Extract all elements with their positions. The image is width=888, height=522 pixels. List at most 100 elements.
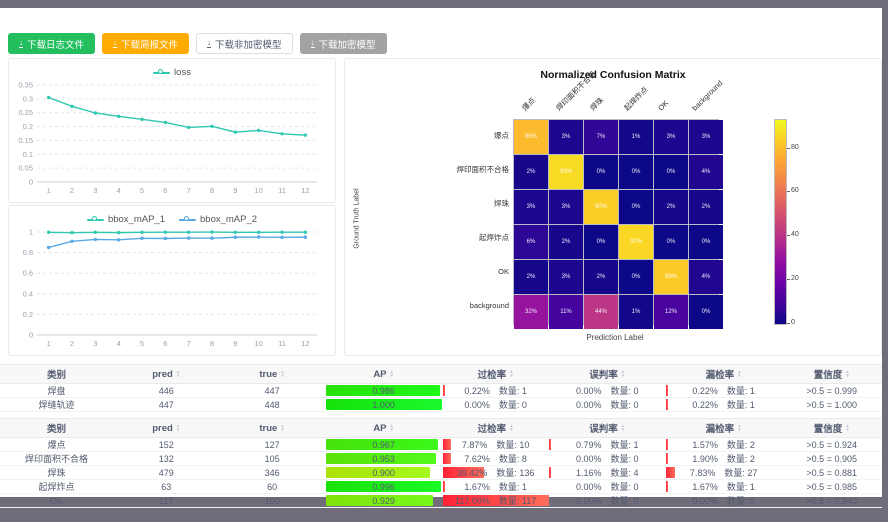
- sort-icon[interactable]: ▲ ▼: [845, 369, 850, 378]
- svg-text:9: 9: [233, 186, 237, 195]
- table-row: 焊盘 446 447 0.986 0.22% 数量: 1 0.00% 数量: 0 0.22% 数量…: [0, 383, 882, 398]
- matrix-cell: 0%: [654, 155, 688, 189]
- column-header-true[interactable]: true ▲ ▼: [219, 364, 325, 384]
- sort-icon[interactable]: ▲ ▼: [280, 423, 285, 432]
- legend-label: bbox_mAP_1: [107, 214, 165, 225]
- sort-icon[interactable]: ▲ ▼: [509, 369, 514, 378]
- pred-count-cell: 132: [112, 451, 220, 466]
- column-header-过检率[interactable]: 过检率 ▲ ▼: [442, 364, 549, 384]
- miss-rate-cell: 1.90% 数量: 2: [665, 451, 782, 466]
- column-header-误判率[interactable]: 误判率 ▲ ▼: [548, 418, 666, 438]
- legend-item-loss[interactable]: loss: [153, 66, 191, 79]
- matrix-cell: 90%: [584, 190, 618, 224]
- download-icon: ↓: [113, 37, 118, 49]
- svg-text:6: 6: [163, 186, 167, 195]
- rate-count: 数量: 1: [498, 386, 527, 396]
- column-header-true[interactable]: true ▲ ▼: [219, 418, 325, 438]
- column-header-label: 类别: [46, 370, 66, 381]
- matrix-cell: 0%: [584, 225, 618, 259]
- rate-percent: 39.42%: [456, 467, 488, 478]
- rate-count: 数量: 0: [610, 400, 639, 410]
- column-header-置信度[interactable]: 置信度 ▲ ▼: [781, 418, 882, 438]
- download-encrypted-model-button[interactable]: ↓ 下载加密模型: [299, 33, 387, 54]
- rate-bar: [442, 439, 452, 450]
- colorbar: [774, 119, 787, 325]
- overdetect-rate-cell: 7.62% 数量: 8: [442, 451, 549, 466]
- rate-percent: 0.00%: [575, 453, 602, 464]
- sort-icon[interactable]: ▲ ▼: [620, 369, 626, 378]
- column-header-误判率[interactable]: 误判率 ▲ ▼: [548, 364, 666, 384]
- column-header-过检率[interactable]: 过检率 ▲ ▼: [442, 418, 549, 438]
- legend-label: bbox_mAP_2: [200, 214, 258, 225]
- legend-item-bbox-map-1[interactable]: bbox_mAP_1: [86, 213, 165, 226]
- column-header-置信度[interactable]: 置信度 ▲ ▼: [781, 364, 882, 384]
- svg-text:0.8: 0.8: [23, 248, 33, 257]
- sort-icon[interactable]: ▲ ▼: [175, 369, 181, 378]
- confidence-cell: >0.5 = 0.940: [781, 493, 882, 508]
- column-header-label: pred: [152, 368, 173, 380]
- misjudge-rate-cell: 0.00% 数量: 0: [548, 383, 666, 398]
- column-header-pred[interactable]: pred ▲ ▼: [112, 418, 220, 438]
- sort-icon[interactable]: ▲ ▼: [175, 423, 181, 432]
- rate-count: 数量: 1: [726, 386, 755, 396]
- overdetect-rate-cell: 117.00% 数量: 117: [442, 493, 549, 508]
- rate-count: 数量: 0: [610, 496, 639, 506]
- download-unencrypted-model-label: 下载非加密模型: [215, 39, 282, 51]
- column-header-pred[interactable]: pred ▲ ▼: [112, 364, 220, 384]
- rate-count: 数量: 8: [498, 454, 527, 464]
- svg-text:0.05: 0.05: [18, 164, 33, 173]
- legend-item-bbox-map-2[interactable]: bbox_mAP_2: [179, 213, 257, 226]
- rate-count: 数量: 1: [610, 440, 639, 450]
- svg-text:3: 3: [93, 339, 97, 348]
- ap-bar: [325, 399, 442, 410]
- colorbar-tick-mark: [787, 279, 790, 281]
- column-header-label: 漏检率: [705, 424, 735, 435]
- matrix-cell: 7%: [584, 120, 618, 154]
- column-header-AP[interactable]: AP ▲ ▼: [324, 418, 443, 438]
- download-log-button[interactable]: ↓ 下载日志文件: [8, 33, 96, 54]
- column-header-漏检率[interactable]: 漏检率 ▲ ▼: [665, 418, 782, 438]
- svg-text:0.2: 0.2: [23, 122, 33, 131]
- rate-percent: 1.57%: [692, 439, 718, 450]
- rate-count: 数量: 136: [496, 468, 535, 478]
- ap-cell: 0.996: [324, 479, 443, 494]
- sort-icon[interactable]: ▲ ▼: [280, 369, 285, 378]
- column-header-AP[interactable]: AP ▲ ▼: [324, 364, 443, 384]
- ground-truth-axis-label: Ground Truth Label: [353, 188, 361, 249]
- matrix-cell: 2%: [514, 155, 548, 189]
- table-row: OK 117 100 0.929 117.00% 数量: 117 0.00% 数量: 0 0.0…: [0, 493, 882, 508]
- column-header-漏检率[interactable]: 漏检率 ▲ ▼: [665, 364, 782, 384]
- download-report-button[interactable]: ↓ 下载简报文件: [102, 33, 190, 54]
- sort-icon[interactable]: ▲ ▼: [737, 423, 742, 432]
- rate-count: 数量: 0: [610, 454, 639, 464]
- matrix-cell: 2%: [584, 260, 618, 294]
- svg-text:10: 10: [254, 186, 262, 195]
- matrix-row-label: 焊珠: [494, 199, 509, 208]
- sort-icon[interactable]: ▲ ▼: [509, 423, 514, 432]
- sort-icon[interactable]: ▲ ▼: [845, 423, 850, 432]
- rate-bar: [548, 439, 551, 450]
- matrix-cell: 92%: [619, 225, 653, 259]
- ap-value: 0.967: [372, 439, 395, 450]
- rate-percent: 0.22%: [692, 399, 718, 410]
- rate-percent: 7.87%: [461, 439, 488, 450]
- sort-icon[interactable]: ▲ ▼: [389, 423, 394, 432]
- sort-icon[interactable]: ▲ ▼: [737, 369, 742, 378]
- svg-text:1: 1: [29, 228, 33, 237]
- download-unencrypted-model-button[interactable]: ↓ 下载非加密模型: [196, 33, 293, 54]
- colorbar-tick-mark: [787, 147, 790, 149]
- sort-icon[interactable]: ▲ ▼: [389, 369, 394, 378]
- matrix-cell: 6%: [514, 225, 548, 259]
- svg-text:0.25: 0.25: [18, 108, 33, 117]
- svg-text:0.3: 0.3: [23, 94, 33, 103]
- rate-percent: 1.16%: [575, 467, 602, 478]
- map-chart-legend: bbox_mAP_1 bbox_mAP_2: [9, 206, 335, 226]
- rate-count: 数量: 27: [724, 468, 758, 478]
- rate-bar: [442, 385, 445, 396]
- sort-icon[interactable]: ▲ ▼: [620, 423, 626, 432]
- rate-percent: 0.00%: [575, 495, 602, 506]
- matrix-cell: 0%: [654, 225, 688, 259]
- rate-bar: [665, 439, 668, 450]
- matrix-cell: 1%: [619, 120, 653, 154]
- rate-percent: 0.79%: [575, 439, 602, 450]
